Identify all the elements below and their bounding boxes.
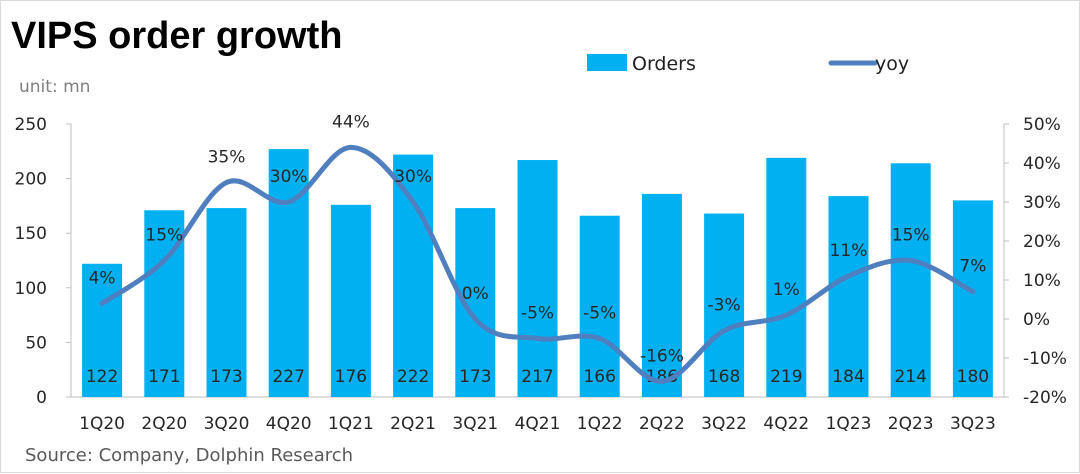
legend-label-yoy: yoy	[875, 53, 909, 75]
legend-swatch-orders	[587, 54, 627, 71]
bar-value-label: 222	[397, 367, 429, 387]
right-tick-label: -20%	[1023, 388, 1067, 408]
bar-orders	[82, 263, 123, 397]
right-tick-label: -10%	[1023, 349, 1067, 369]
yoy-point	[846, 273, 851, 279]
bar-orders	[579, 215, 620, 397]
yoy-point	[908, 258, 914, 263]
yoy-value-label: -16%	[640, 346, 684, 366]
yoy-value-label: 30%	[394, 167, 432, 187]
chart-title: VIPS order growth	[11, 15, 343, 57]
x-tick-label: 3Q20	[204, 414, 250, 434]
yoy-point	[99, 300, 105, 306]
left-tick-label: 0	[36, 388, 47, 408]
x-tick-label: 2Q20	[141, 414, 187, 434]
bar-value-label: 173	[210, 367, 242, 387]
x-tick-label: 4Q22	[763, 414, 809, 434]
bar-orders	[952, 200, 993, 397]
x-tick-label: 1Q22	[577, 414, 623, 434]
yoy-point	[970, 289, 976, 295]
yoy-value-label: 0%	[462, 284, 489, 304]
yoy-value-label: 4%	[89, 268, 116, 288]
yoy-point	[783, 312, 789, 318]
yoy-point	[535, 336, 540, 341]
right-tick-label: 10%	[1023, 271, 1061, 291]
bar-value-label: 219	[770, 367, 802, 387]
right-tick-label: 0%	[1023, 310, 1050, 330]
yoy-point	[348, 144, 354, 150]
x-tick-label: 1Q20	[79, 414, 125, 434]
legend-label-orders: Orders	[632, 53, 696, 75]
right-tick-label: 40%	[1023, 154, 1061, 174]
source-note: Source: Company, Dolphin Research	[25, 445, 354, 466]
yoy-value-label: 11%	[830, 241, 868, 261]
bar-value-label: 214	[894, 367, 926, 387]
x-tick-label: 4Q21	[515, 414, 561, 434]
yoy-value-label: 7%	[959, 257, 986, 277]
yoy-point	[161, 258, 167, 263]
bar-value-label: 171	[148, 367, 180, 387]
yoy-value-label: 15%	[145, 226, 183, 246]
x-tick-label: 2Q21	[390, 414, 436, 434]
bar-value-label: 173	[459, 367, 491, 387]
bar-orders	[890, 163, 931, 397]
yoy-point	[286, 199, 292, 205]
yoy-value-label: -3%	[708, 296, 741, 316]
unit-label: unit: mn	[19, 77, 91, 97]
yoy-point	[472, 316, 478, 322]
bar-orders	[517, 160, 558, 397]
yoy-value-label: -5%	[521, 304, 554, 324]
bar-orders	[393, 154, 434, 397]
yoy-value-label: 44%	[332, 112, 370, 132]
line-yoy	[99, 144, 976, 384]
left-tick-label: 150	[15, 224, 47, 244]
yoy-value-label: 15%	[892, 226, 930, 246]
yoy-point	[224, 180, 229, 185]
yoy-point	[597, 336, 603, 341]
x-tick-label: 3Q22	[701, 414, 747, 434]
bar-orders	[206, 208, 247, 397]
bar-orders	[828, 196, 869, 397]
x-tick-label: 1Q21	[328, 414, 374, 434]
right-tick-label: 20%	[1023, 232, 1061, 252]
bar-orders	[641, 193, 682, 397]
right-tick-label: 30%	[1023, 193, 1061, 213]
bar-value-label: 122	[86, 367, 118, 387]
bar-value-label: 168	[708, 367, 740, 387]
bar-orders	[766, 157, 807, 397]
yoy-value-label: 35%	[208, 148, 246, 168]
bar-value-label: 184	[832, 367, 864, 387]
left-tick-label: 50	[25, 333, 47, 353]
bar-value-label: 180	[957, 367, 989, 387]
yoy-value-label: -5%	[583, 304, 616, 324]
yoy-value-label: 30%	[270, 167, 308, 187]
yoy-point	[410, 199, 416, 205]
x-tick-label: 1Q23	[826, 414, 872, 434]
left-tick-label: 250	[15, 115, 47, 135]
right-tick-label: 50%	[1023, 115, 1061, 135]
bar-orders	[704, 213, 745, 397]
left-tick-label: 100	[15, 279, 47, 299]
yoy-value-label: 1%	[773, 280, 800, 300]
x-tick-label: 3Q23	[950, 414, 996, 434]
yoy-point	[659, 378, 665, 384]
bar-orders	[330, 204, 371, 397]
bar-value-label: 217	[521, 367, 553, 387]
bar-value-label: 176	[335, 367, 367, 387]
x-tick-label: 2Q23	[888, 414, 934, 434]
bar-value-label: 166	[583, 367, 615, 387]
bar-value-label: 227	[272, 367, 304, 387]
x-tick-label: 4Q20	[266, 414, 312, 434]
x-tick-label: 3Q21	[452, 414, 498, 434]
x-tick-label: 2Q22	[639, 414, 685, 434]
yoy-point	[721, 328, 727, 334]
left-tick-label: 200	[15, 170, 47, 190]
